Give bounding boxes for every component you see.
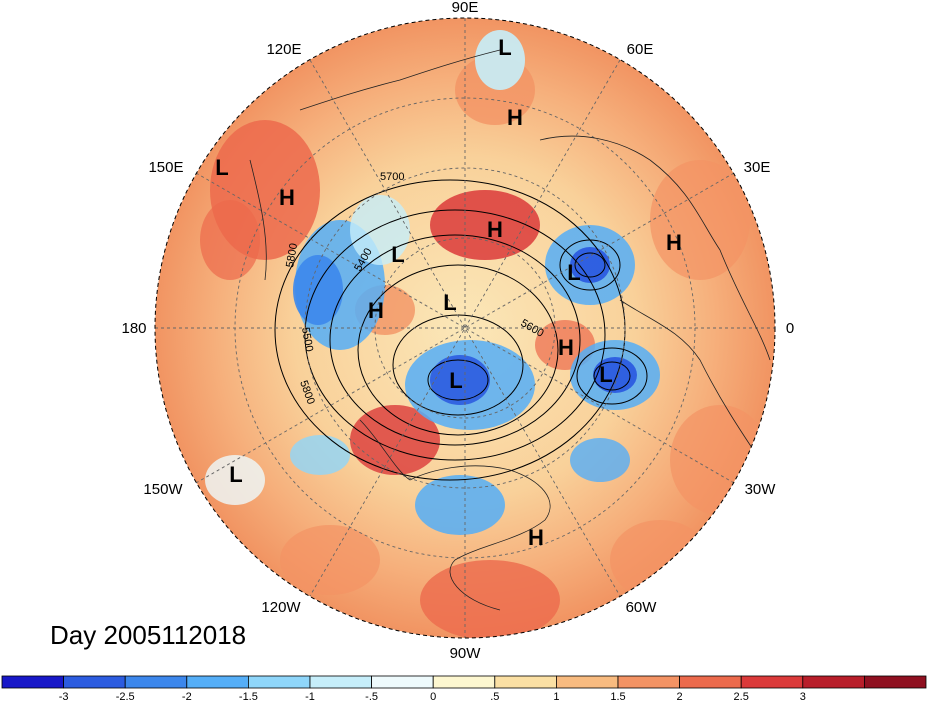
high-center-h5: H bbox=[368, 298, 384, 323]
colorbar-swatch-11 bbox=[679, 675, 742, 689]
contour-label-3: 5500 bbox=[299, 326, 315, 352]
map-title: Day 2005112018 bbox=[50, 620, 247, 650]
low-center-l3: L bbox=[391, 242, 404, 267]
longitude-label-150e: 150E bbox=[148, 159, 183, 176]
colorbar-tick-label: -2.5 bbox=[116, 691, 135, 702]
graticule bbox=[155, 18, 775, 638]
contour-label-0: 5700 bbox=[380, 171, 404, 183]
colorbar-tick-label: 1.5 bbox=[610, 691, 625, 702]
longitude-label-90w: 90W bbox=[450, 645, 482, 662]
coastlines bbox=[249, 49, 771, 611]
colorbar-tick-label: 2.5 bbox=[734, 691, 749, 702]
colorbar-swatch-8 bbox=[494, 675, 557, 689]
colorbar-swatch-4 bbox=[247, 675, 311, 689]
colorbar-swatch-2 bbox=[124, 675, 188, 689]
longitude-label-120w: 120W bbox=[261, 599, 301, 616]
colorbar-swatch-12 bbox=[740, 675, 804, 689]
colorbar-tick-label: 1 bbox=[553, 691, 559, 702]
longitude-label-180: 180 bbox=[121, 320, 146, 337]
colorbar-tick-label: -1.5 bbox=[239, 691, 258, 702]
colorbar-tick-label: 3 bbox=[800, 691, 806, 702]
colorbar-tick-label: 2 bbox=[677, 691, 683, 702]
low-center-l7: L bbox=[599, 362, 612, 387]
colorbar-swatch-5 bbox=[309, 675, 372, 689]
colorbar-tick-label: -2 bbox=[182, 691, 192, 702]
longitude-label-30e: 30E bbox=[744, 159, 771, 176]
low-center-l4: L bbox=[567, 260, 580, 285]
high-center-h3: H bbox=[487, 217, 503, 242]
longitude-label-150w: 150W bbox=[143, 481, 183, 498]
longitude-label-60w: 60W bbox=[626, 599, 658, 616]
colorbar-swatch-13 bbox=[802, 675, 865, 689]
colorbar-swatch-6 bbox=[371, 675, 434, 689]
longitude-label-n: 90E bbox=[452, 0, 479, 16]
colorbar-tick-label: -3 bbox=[59, 691, 69, 702]
high-center-h1: H bbox=[507, 105, 523, 130]
longitude-label-30w: 30W bbox=[745, 481, 777, 498]
colorbar-swatch-9 bbox=[556, 675, 619, 689]
colorbar-swatch-10 bbox=[617, 675, 680, 689]
colorbar-tick-label: .5 bbox=[490, 691, 499, 702]
colorbar: -3 -2.5 -2 -1.5 -1 -.5 0 .5 1 1.5 2 2.5 3 bbox=[1, 675, 927, 702]
colorbar-tick-label: 0 bbox=[430, 691, 436, 702]
low-center-l1: L bbox=[498, 35, 511, 60]
colorbar-swatch-7 bbox=[432, 675, 496, 689]
low-center-l8: L bbox=[229, 462, 242, 487]
colorbar-swatch-14 bbox=[864, 675, 927, 689]
colorbar-tick-label: -1 bbox=[305, 691, 315, 702]
colorbar-tick-label: -.5 bbox=[365, 691, 378, 702]
high-center-h4: H bbox=[666, 230, 682, 255]
longitude-labels: 90E 60E 120E 30E 150E 0 180 30W 150W 60W 120W 90W bbox=[121, 0, 794, 662]
low-center-l2: L bbox=[215, 155, 228, 180]
low-center-l6: L bbox=[449, 368, 462, 393]
high-center-h6: H bbox=[558, 335, 574, 360]
anomaly-field bbox=[155, 18, 775, 638]
low-center-l5: L bbox=[443, 290, 456, 315]
contour-label-2: 5800 bbox=[284, 242, 300, 268]
longitude-label-120e: 120E bbox=[266, 41, 301, 58]
colorbar-swatch-1 bbox=[63, 675, 126, 689]
longitude-label-0: 0 bbox=[786, 320, 794, 337]
high-center-h2: H bbox=[279, 185, 295, 210]
colorbar-swatch-0 bbox=[1, 675, 64, 689]
longitude-label-60e: 60E bbox=[627, 41, 654, 58]
colorbar-swatch-3 bbox=[186, 675, 249, 689]
high-center-h7: H bbox=[528, 525, 544, 550]
map-boundary bbox=[154, 17, 776, 639]
